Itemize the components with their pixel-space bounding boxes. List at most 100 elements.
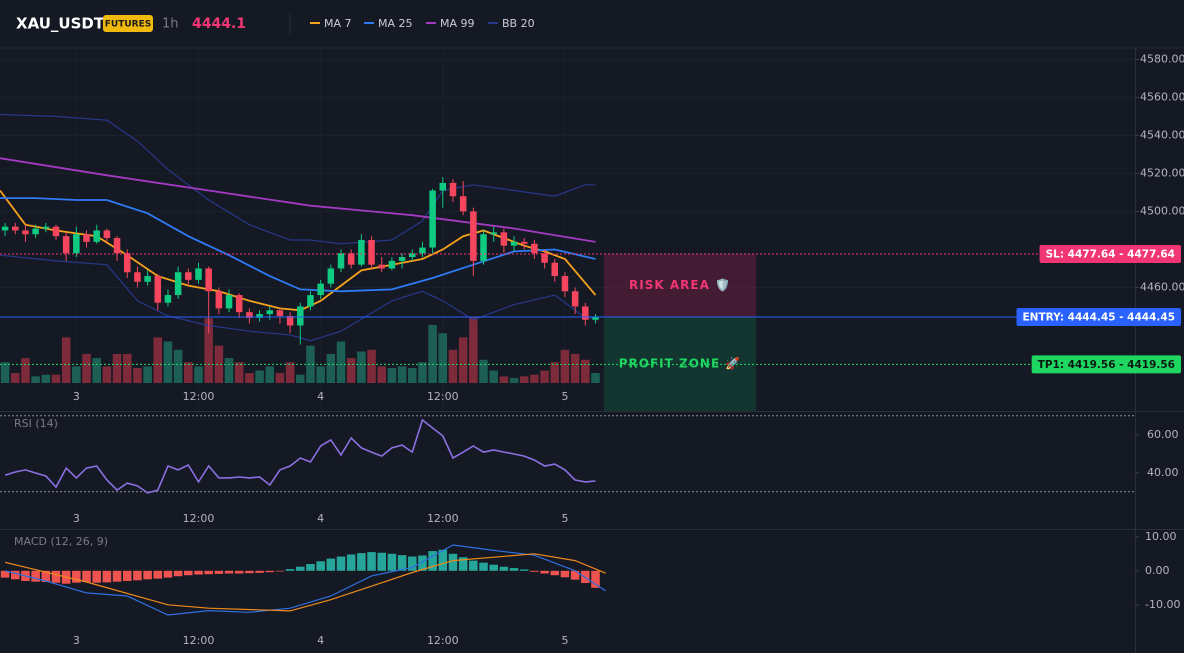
volume-bar [204,318,213,383]
candle-body [266,310,274,315]
histogram-bar [387,553,397,571]
volume-bar [346,358,356,383]
x-tick-label: 3 [73,512,80,525]
volume-bar [438,333,448,383]
volume-bar [153,337,163,383]
x-tick-label: 4 [317,512,324,525]
histogram-bar [173,570,183,577]
histogram-bar [519,569,529,571]
candle-body [571,291,579,307]
histogram-bar [570,570,580,580]
histogram-bar [204,570,213,575]
histogram-bar [10,570,20,580]
x-tick-label: 5 [561,390,568,403]
candle-body [73,234,80,254]
volume-bar [367,349,376,383]
y-tick-label: 0.00 [1145,564,1170,577]
interval[interactable]: 1h [162,17,179,32]
volume-bar [489,370,498,383]
macd-line [4,544,607,616]
candle-body [42,226,50,229]
candle-body [358,239,365,265]
volume-bar [143,366,152,383]
candle-body [480,234,487,261]
candle-body [388,260,396,269]
histogram-bar [41,570,51,583]
candle-body [378,264,385,269]
candle-body [154,276,162,303]
candle-body [592,317,599,320]
x-tick-label: 3 [73,634,80,647]
candle-body [561,276,569,292]
legend-label: BB 20 [502,17,535,30]
volume-bar [184,362,193,383]
volume-bar [92,358,101,383]
volume-bar [581,359,590,383]
volume-bar [499,376,509,383]
level-label-bg [1016,308,1181,327]
histogram-bar [591,570,600,588]
histogram-bar [530,570,539,572]
histogram-bar [377,552,387,571]
histogram-bar [224,570,234,574]
histogram-bar [51,570,61,583]
band-upper [0,113,596,245]
y-tick-label: 4500.00 [1140,204,1184,217]
level-label: TP1: 4419.56 - 4419.56 [1038,359,1175,371]
legend-label: MA 99 [440,17,475,30]
x-tick-label: 12:00 [427,512,459,525]
volume-bar [31,376,40,383]
candle-body [439,182,447,191]
volume-bar [591,373,600,383]
candle-body [470,211,477,261]
legend-label: MA 25 [378,17,413,30]
candle-body [347,253,355,265]
candle-body [449,182,457,197]
volume-bar [448,349,458,383]
histogram-bar [82,570,91,583]
last-price: 4444.1 [192,16,246,32]
macd-line [4,553,606,612]
band-lower [0,254,596,342]
histogram-bar [479,562,488,571]
candle-body [500,232,508,246]
volume-bar [560,349,570,383]
volume-bar [509,378,519,383]
volume-bar [112,353,122,383]
candle-body [429,190,436,248]
candle-body [185,272,192,280]
y-tick-label: 60.00 [1147,428,1179,441]
histogram-bar [143,570,152,580]
x-tick-label: 12:00 [427,390,459,403]
volume-bar [306,345,315,383]
histogram-bar [234,570,244,574]
histogram-bar [458,557,468,571]
zone-label: PROFIT ZONE 🚀 [619,357,742,371]
volume-bar [41,374,51,383]
volume-bar [133,368,142,383]
y-tick-label: 4460.00 [1140,280,1184,293]
histogram-bar [407,556,417,571]
histogram-bar [550,570,560,576]
level-label-bg [1031,355,1181,374]
pane-title: MACD (12, 26, 9) [14,535,108,548]
volume-bar [82,353,91,383]
price-pane: RISK AREA 🛡️ PROFIT ZONE 🚀 SL: 4477.64 - 4… [0,113,1181,411]
candle-body [113,238,121,254]
volume-bar [102,366,112,383]
volume-bar [194,366,203,383]
candle-body [246,312,253,318]
candle-body [235,295,243,313]
volume-bar [224,358,234,383]
candle-body [22,230,29,235]
volume-bar [428,324,437,383]
volume-bar [519,376,529,383]
candle-body [225,295,233,309]
candle-body [205,268,212,292]
candle-body [317,283,324,296]
histogram-bar [275,570,285,572]
histogram-bar [357,553,366,571]
volume-bar [316,366,325,383]
candle-body [215,291,223,309]
volume-bar [530,374,539,383]
